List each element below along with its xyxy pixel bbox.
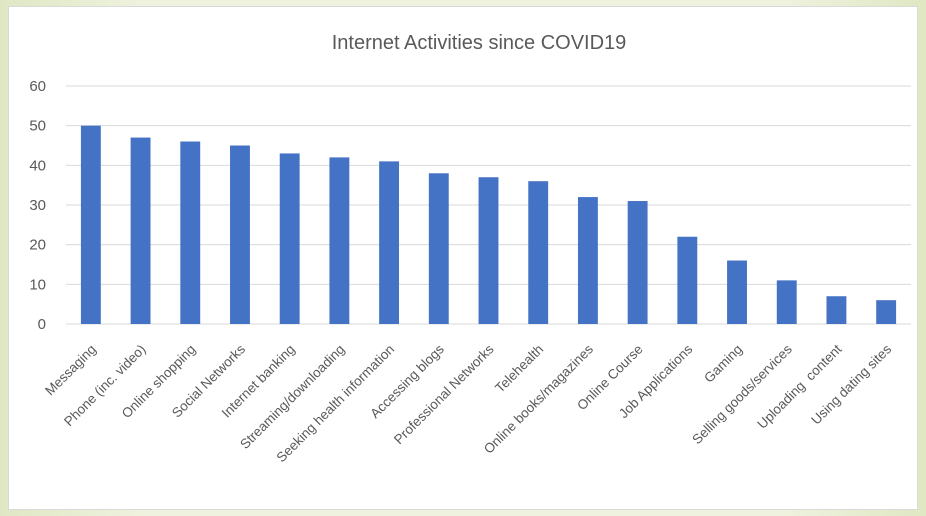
bar: [627, 201, 648, 324]
y-tick-label: 30: [29, 197, 46, 214]
bar: [130, 137, 151, 324]
bar: [428, 173, 449, 324]
y-tick-label: 40: [29, 157, 46, 174]
y-tick-label: 50: [29, 118, 46, 135]
bar: [577, 197, 598, 324]
bar: [776, 280, 797, 324]
x-tick-label: Professional Networks: [391, 341, 497, 447]
bar: [379, 161, 400, 324]
chart-title: Internet Activities since COVID19: [332, 32, 627, 54]
x-tick-label: Uploading content: [754, 341, 844, 431]
y-tick-label: 20: [29, 237, 46, 254]
bar: [727, 260, 747, 324]
bar: [180, 141, 201, 324]
y-tick-label: 10: [29, 276, 46, 293]
bar: [329, 157, 350, 324]
bar: [677, 236, 698, 324]
chart-container: Internet Activities since COVID19 0 10 20 3…: [8, 6, 918, 510]
bar: [876, 300, 897, 324]
y-tick-label: 0: [38, 316, 46, 333]
y-axis-ticks: 0 10 20 30 40 50 60: [29, 78, 46, 333]
bar: [826, 296, 847, 324]
bar: [279, 153, 300, 324]
y-tick-label: 60: [29, 78, 46, 95]
bar: [80, 125, 101, 325]
x-tick-label: Gaming: [701, 342, 745, 386]
bars: [80, 125, 897, 325]
bar: [230, 145, 250, 324]
bar: [528, 181, 549, 324]
x-tick-label: Selling goods/services: [689, 341, 795, 447]
bar-chart: Internet Activities since COVID19 0 10 20 3…: [29, 32, 911, 465]
bar: [478, 177, 499, 324]
